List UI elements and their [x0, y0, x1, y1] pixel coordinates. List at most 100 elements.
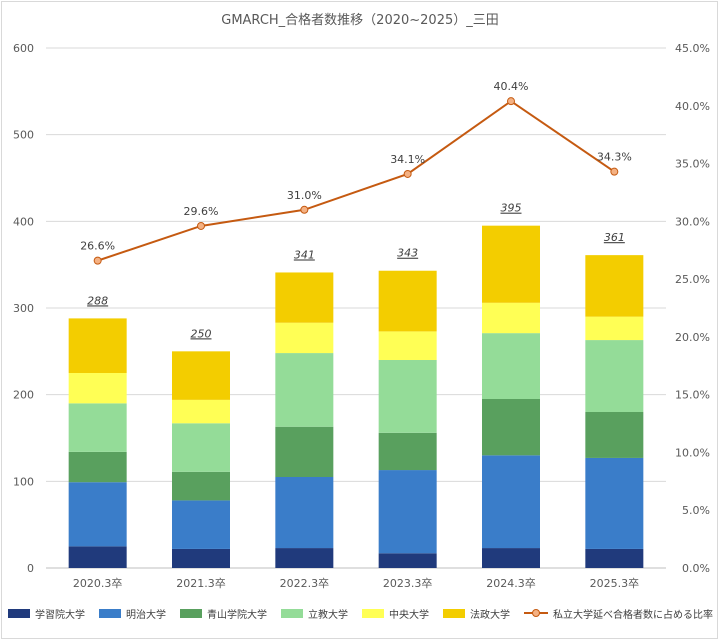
- bar-segment: [378, 470, 437, 554]
- bar-segment: [275, 426, 334, 477]
- ratio-label: 34.1%: [390, 153, 425, 166]
- bar-segment: [68, 373, 127, 404]
- bar-segment: [585, 412, 644, 458]
- bar-segment: [585, 316, 644, 341]
- legend: 学習院大学 明治大学 青山学院大学 立教大学 中央大学 法政大学 私立大学延べ合格者数に占め…: [0, 603, 721, 623]
- bar-segment: [172, 423, 230, 472]
- right-axis: 0.0% 5.0% 10.0% 15.0% 20.0% 25.0% 30.0% 35.0% 40…: [675, 42, 710, 575]
- legend-line-swatch: [524, 608, 548, 618]
- ratio-label: 34.3%: [597, 151, 632, 164]
- legend-item: 中央大学: [362, 606, 429, 621]
- left-tick-label: 500: [13, 129, 34, 142]
- x-tick-label: 2024.3卒: [486, 576, 536, 590]
- ratio-label: 29.6%: [184, 205, 219, 218]
- bar-segment: [482, 302, 540, 334]
- left-tick-label: 100: [13, 475, 34, 488]
- bar-segment: [275, 548, 334, 568]
- legend-item: 立教大学: [281, 606, 348, 621]
- legend-label: 中央大学: [389, 609, 429, 621]
- legend-swatch: [180, 608, 202, 618]
- total-label: 288: [87, 294, 108, 307]
- legend-item: 青山学院大学: [180, 606, 267, 621]
- bar-segment: [585, 548, 644, 568]
- legend-item: 学習院大学: [8, 606, 85, 621]
- bar-segment: [275, 353, 334, 427]
- right-tick-label: 10.0%: [675, 446, 710, 459]
- right-tick-label: 0.0%: [682, 562, 710, 575]
- ratio-point: [507, 97, 515, 106]
- left-tick-label: 0: [27, 562, 34, 575]
- ratio-point: [300, 205, 309, 214]
- bar-segment: [378, 360, 437, 433]
- total-label: 343: [397, 247, 418, 260]
- legend-item: 法政大学: [443, 606, 510, 621]
- legend-swatch: [443, 608, 465, 618]
- bar-segment: [172, 351, 230, 400]
- legend-label: 青山学院大学: [207, 609, 267, 621]
- legend-swatch: [281, 608, 303, 618]
- bar-segment: [482, 455, 540, 549]
- ratio-label: 40.4%: [494, 80, 529, 93]
- ratio-line-path: [97, 99, 615, 262]
- bar-segment: [585, 255, 644, 317]
- bar-segment: [68, 546, 127, 568]
- legend-label: 学習院大学: [35, 609, 85, 621]
- legend-item-line: 私立大学延べ合格者数に占める比率: [524, 606, 713, 621]
- bar-segment: [68, 318, 127, 373]
- ratio-point: [403, 169, 412, 178]
- x-tick-label: 2025.3卒: [590, 576, 640, 590]
- bar-segment: [482, 333, 540, 399]
- bar-segment: [172, 500, 230, 549]
- bar-segment: [378, 331, 437, 360]
- left-tick-label: 300: [13, 302, 34, 315]
- bar-segment: [378, 432, 437, 471]
- x-tick-label: 2023.3卒: [383, 576, 433, 590]
- bar-segment: [275, 272, 334, 323]
- total-label: 361: [604, 231, 625, 244]
- bar-segment: [172, 548, 230, 568]
- legend-swatch: [99, 608, 121, 618]
- left-tick-label: 200: [13, 389, 34, 402]
- gridlines: [46, 47, 666, 569]
- right-tick-label: 20.0%: [675, 331, 710, 344]
- x-tick-label: 2021.3卒: [176, 576, 226, 590]
- bar-segment: [172, 471, 230, 501]
- total-label: 250: [191, 327, 212, 340]
- legend-swatch: [8, 608, 30, 618]
- chart-title: GMARCH_合格者数推移（2020~2025）_三田: [221, 12, 498, 28]
- total-label: 341: [294, 248, 315, 261]
- total-labels: 288 250 341 343 395 361: [87, 202, 625, 341]
- bars: [68, 225, 644, 568]
- ratio-point: [197, 221, 205, 230]
- legend-item: 明治大学: [99, 606, 166, 621]
- bar-segment: [172, 399, 230, 424]
- bar-segment: [482, 399, 540, 456]
- ratio-label: 31.0%: [287, 189, 322, 202]
- total-label: 395: [501, 202, 522, 215]
- right-tick-label: 5.0%: [682, 504, 710, 517]
- right-tick-label: 35.0%: [675, 158, 710, 171]
- bar-segment: [585, 340, 644, 412]
- bar-segment: [68, 403, 127, 452]
- ratio-label: 26.6%: [80, 240, 115, 253]
- x-tick-label: 2022.3卒: [280, 576, 330, 590]
- legend-label: 法政大学: [470, 609, 510, 621]
- x-tick-label: 2020.3卒: [73, 576, 123, 590]
- bar-segment: [68, 451, 127, 483]
- bar-segment: [68, 482, 127, 547]
- right-tick-label: 45.0%: [675, 42, 710, 55]
- right-tick-label: 25.0%: [675, 273, 710, 286]
- ratio-line: 26.6% 29.6% 31.0% 34.1% 40.4% 34.3%: [80, 80, 632, 265]
- ratio-point: [610, 167, 619, 176]
- bar-segment: [482, 548, 540, 568]
- left-axis: 0 100 200 300 400 500 600: [13, 42, 34, 575]
- ratio-point: [93, 256, 102, 265]
- x-axis: 2020.3卒 2021.3卒 2022.3卒 2023.3卒 2024.3卒 2025.…: [73, 576, 639, 590]
- right-tick-label: 40.0%: [675, 100, 710, 113]
- legend-label: 私立大学延べ合格者数に占める比率: [553, 609, 713, 621]
- bar-segment: [585, 457, 644, 549]
- left-tick-label: 400: [13, 215, 34, 228]
- bar-segment: [275, 477, 334, 549]
- right-tick-label: 15.0%: [675, 389, 710, 402]
